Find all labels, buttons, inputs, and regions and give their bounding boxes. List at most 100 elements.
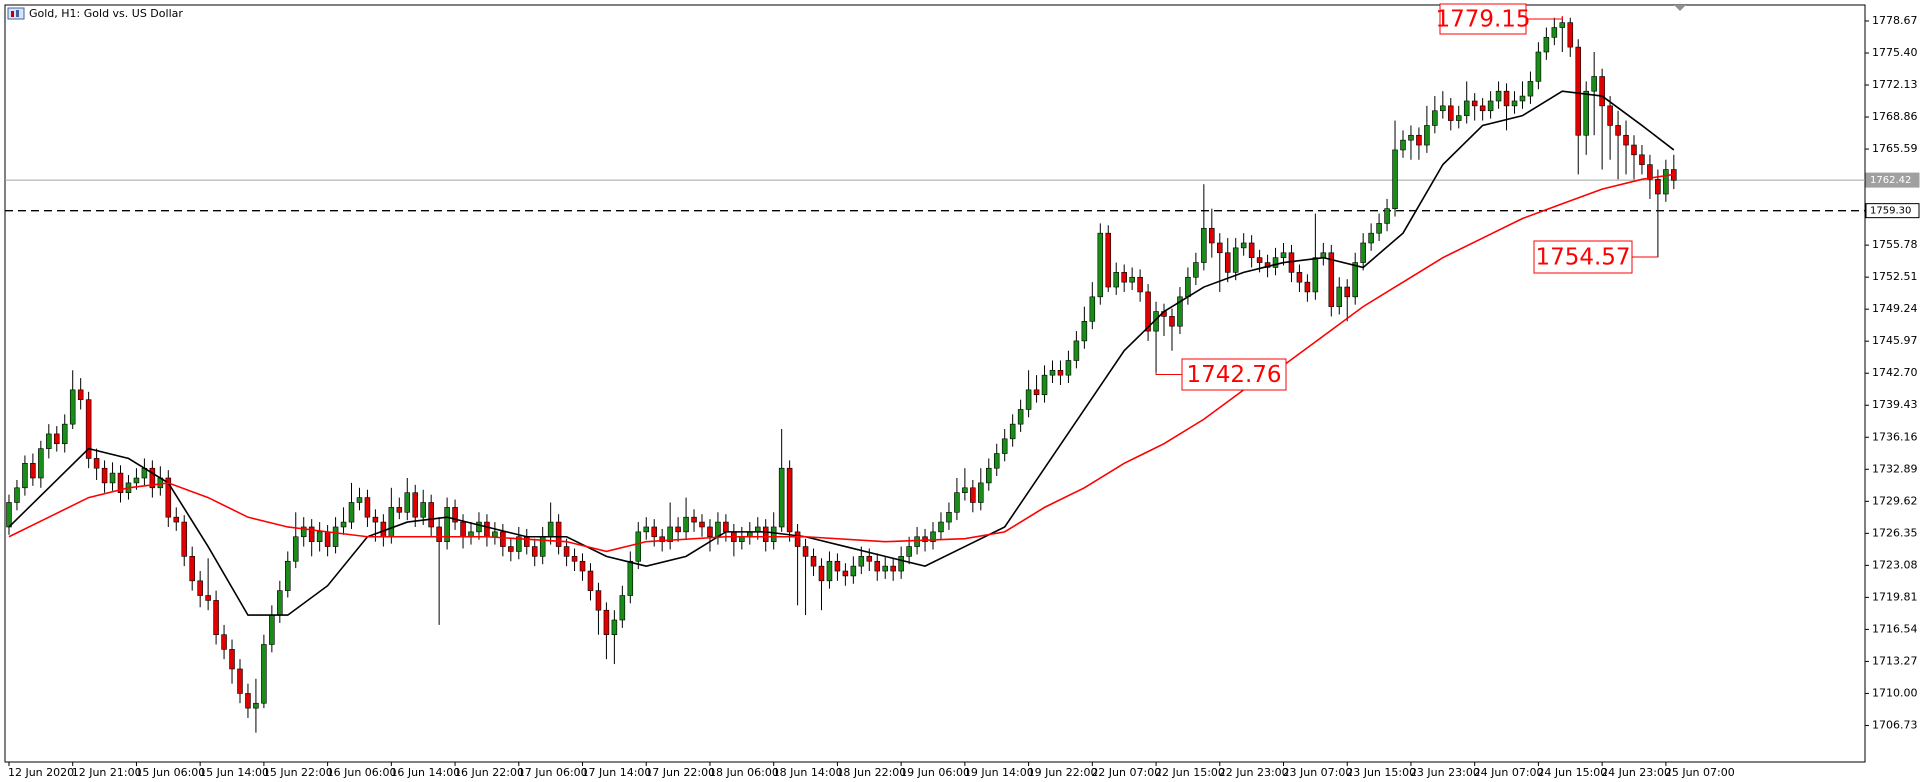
- candle-body: [1567, 22, 1574, 48]
- candle-body: [1471, 100, 1478, 107]
- candle-body: [372, 516, 379, 523]
- candle-body: [348, 502, 355, 523]
- candle-body: [117, 472, 124, 493]
- candle-body: [38, 448, 44, 479]
- moving-average: [8, 173, 1674, 553]
- candle-body: [1009, 423, 1016, 440]
- y-tick-label: 1713.27: [1872, 654, 1918, 667]
- candle-body: [61, 423, 68, 445]
- candle-body: [874, 560, 881, 572]
- y-tick-label: 1710.00: [1872, 686, 1918, 699]
- candle-body: [1400, 139, 1406, 151]
- candle-body: [786, 467, 793, 533]
- candle-body: [595, 590, 602, 611]
- y-tick-label: 1778.67: [1872, 14, 1918, 27]
- candle-body: [675, 526, 681, 533]
- candle-body: [683, 516, 689, 533]
- candle-body: [1487, 100, 1494, 112]
- y-tick-label: 1752.51: [1872, 270, 1918, 283]
- annotation-label: 1754.57: [1535, 245, 1630, 271]
- candle-body: [205, 595, 211, 601]
- candle-body: [1248, 242, 1255, 258]
- candle-body: [213, 600, 219, 635]
- candle-body: [707, 526, 713, 538]
- candle-body: [324, 531, 331, 547]
- candle-body: [22, 463, 28, 489]
- candle-body: [428, 502, 434, 528]
- candle-body: [1503, 90, 1510, 107]
- candle-body: [165, 477, 172, 518]
- candle-body: [1065, 360, 1072, 376]
- x-tick-label: 24 Jun 15:00: [1537, 766, 1607, 779]
- price-label-box: [1865, 203, 1920, 219]
- candle-body: [412, 492, 419, 518]
- candle-body: [269, 614, 275, 645]
- candle-body: [1089, 296, 1096, 322]
- candle-body: [659, 536, 665, 542]
- plot-frame: [4, 4, 1866, 763]
- candle-body: [1599, 76, 1605, 107]
- y-tick-label: 1772.13: [1872, 78, 1918, 91]
- candle-body: [938, 521, 944, 533]
- candle-body: [261, 644, 267, 704]
- x-tick-label: 16 Jun 14:00: [390, 766, 460, 779]
- candle-body: [651, 526, 657, 538]
- candle-body: [30, 463, 36, 479]
- candle-body: [181, 521, 187, 557]
- candle-body: [14, 487, 20, 503]
- candle-body: [914, 536, 920, 547]
- candle-body: [69, 389, 76, 425]
- candle-body: [516, 536, 522, 552]
- candle-body: [579, 560, 586, 572]
- y-tick-label: 1729.62: [1872, 494, 1918, 507]
- candle-body: [420, 502, 426, 518]
- candle-body: [332, 526, 339, 547]
- x-tick-label: 16 Jun 22:00: [454, 766, 524, 779]
- candle-body: [1304, 281, 1311, 293]
- candle-body: [1416, 134, 1422, 146]
- candle-body: [922, 536, 928, 542]
- candle-body: [476, 521, 482, 533]
- candle-body: [1240, 242, 1247, 249]
- candle-body: [1121, 272, 1127, 283]
- candle-body: [1097, 232, 1104, 298]
- x-tick-label: 17 Jun 22:00: [645, 766, 715, 779]
- annotation-connector: [1155, 372, 1182, 375]
- candle-body: [603, 609, 610, 635]
- candle-body: [1129, 276, 1135, 283]
- candle-body: [1639, 154, 1645, 165]
- candle-body: [1312, 257, 1319, 293]
- candle-body: [1272, 257, 1279, 268]
- candle-body: [1647, 164, 1653, 180]
- candle-body: [523, 536, 530, 547]
- candle-body: [1001, 438, 1008, 454]
- chart-title: Gold, H1: Gold vs. US Dollar: [29, 7, 183, 20]
- candle-body: [571, 556, 578, 562]
- candle-body: [970, 487, 976, 503]
- candle-body: [85, 399, 92, 459]
- x-tick-label: 19 Jun 14:00: [964, 766, 1034, 779]
- candle-body: [197, 580, 203, 596]
- candle-body: [643, 526, 650, 533]
- x-tick-label: 23 Jun 07:00: [1283, 766, 1353, 779]
- candle-body: [842, 570, 849, 577]
- candle-body: [1583, 90, 1589, 136]
- candle-body: [1527, 81, 1534, 97]
- x-tick-label: 18 Jun 22:00: [836, 766, 906, 779]
- y-tick-label: 1719.81: [1872, 590, 1918, 603]
- candle-body: [962, 487, 968, 493]
- x-tick-label: 15 Jun 14:00: [199, 766, 269, 779]
- x-tick-label: 17 Jun 06:00: [518, 766, 588, 779]
- candle-body: [930, 531, 936, 542]
- candle-body: [436, 526, 442, 542]
- candle-body: [46, 433, 52, 449]
- candle-body: [189, 556, 195, 582]
- candle-body: [356, 497, 363, 503]
- candle-body: [794, 531, 801, 547]
- candle-body: [723, 521, 729, 533]
- symbol-icon: [7, 7, 25, 20]
- y-tick-label: 1749.24: [1872, 302, 1918, 315]
- x-tick-label: 22 Jun 15:00: [1155, 766, 1225, 779]
- candle-body: [340, 521, 347, 528]
